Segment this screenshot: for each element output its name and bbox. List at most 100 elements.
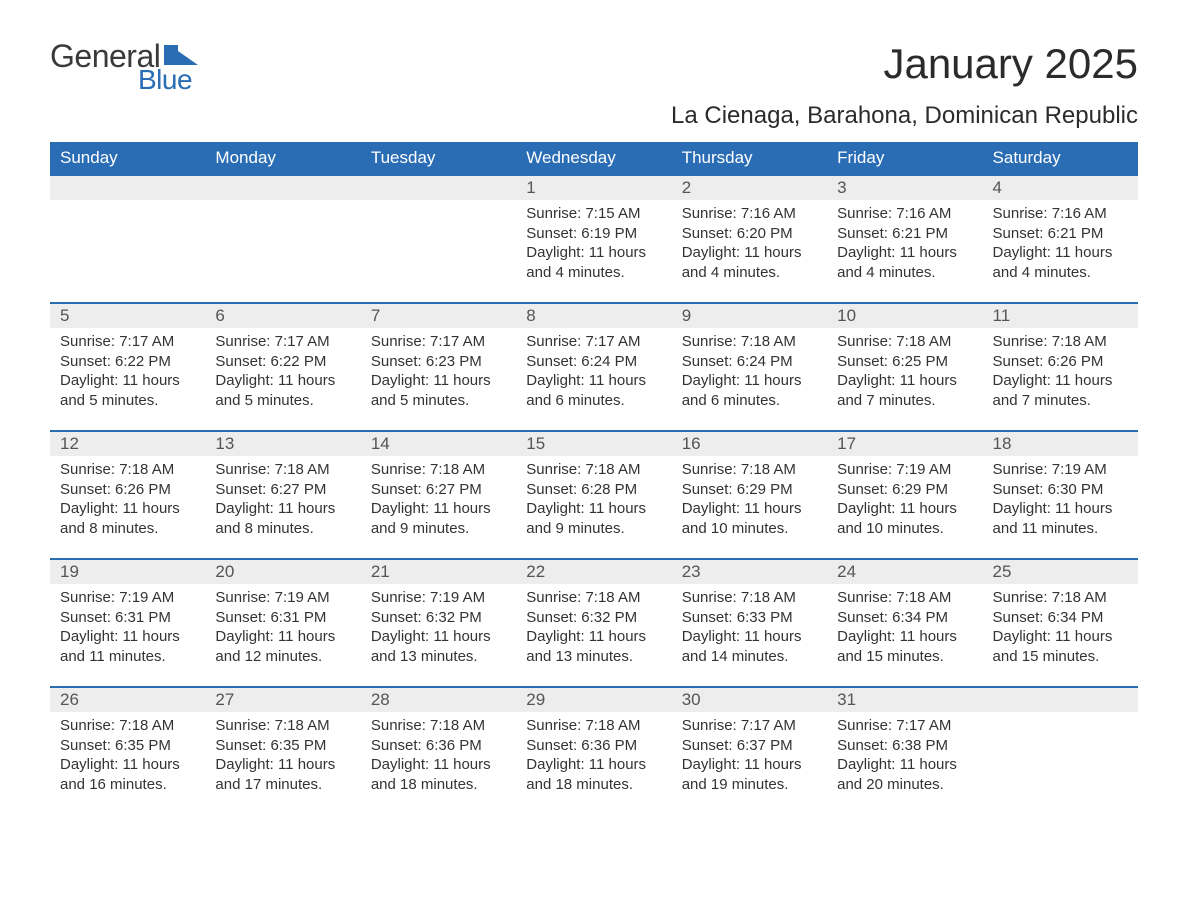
day-number: 16 <box>682 434 701 453</box>
daylight-text: Daylight: 11 hours and 5 minutes. <box>371 371 506 410</box>
day-details: Sunrise: 7:16 AMSunset: 6:21 PMDaylight:… <box>827 200 982 292</box>
calendar-week: 1Sunrise: 7:15 AMSunset: 6:19 PMDaylight… <box>50 174 1138 302</box>
day-num-row: 23 <box>672 558 827 584</box>
day-wrap: 20Sunrise: 7:19 AMSunset: 6:31 PMDayligh… <box>205 558 360 676</box>
calendar-cell: 3Sunrise: 7:16 AMSunset: 6:21 PMDaylight… <box>827 174 982 302</box>
sunset-text: Sunset: 6:36 PM <box>526 736 661 756</box>
day-wrap: 7Sunrise: 7:17 AMSunset: 6:23 PMDaylight… <box>361 302 516 420</box>
calendar-cell: 26Sunrise: 7:18 AMSunset: 6:35 PMDayligh… <box>50 686 205 814</box>
calendar-cell: 8Sunrise: 7:17 AMSunset: 6:24 PMDaylight… <box>516 302 671 430</box>
sunset-text: Sunset: 6:37 PM <box>682 736 817 756</box>
day-number: 13 <box>215 434 234 453</box>
weekday-header: Sunday <box>50 142 205 174</box>
sunrise-text: Sunrise: 7:15 AM <box>526 204 661 224</box>
daylight-text: Daylight: 11 hours and 10 minutes. <box>837 499 972 538</box>
sunrise-text: Sunrise: 7:16 AM <box>837 204 972 224</box>
daylight-text: Daylight: 11 hours and 5 minutes. <box>215 371 350 410</box>
day-details: Sunrise: 7:17 AMSunset: 6:23 PMDaylight:… <box>361 328 516 420</box>
calendar-cell: 4Sunrise: 7:16 AMSunset: 6:21 PMDaylight… <box>983 174 1138 302</box>
day-number: 14 <box>371 434 390 453</box>
day-num-row: 5 <box>50 302 205 328</box>
sunset-text: Sunset: 6:31 PM <box>215 608 350 628</box>
day-number: 4 <box>993 178 1002 197</box>
day-num-row: 8 <box>516 302 671 328</box>
day-wrap <box>983 686 1138 712</box>
sunrise-text: Sunrise: 7:17 AM <box>371 332 506 352</box>
day-details: Sunrise: 7:19 AMSunset: 6:32 PMDaylight:… <box>361 584 516 676</box>
sunrise-text: Sunrise: 7:18 AM <box>526 588 661 608</box>
sunrise-text: Sunrise: 7:18 AM <box>682 588 817 608</box>
sunset-text: Sunset: 6:21 PM <box>993 224 1128 244</box>
calendar-cell: 31Sunrise: 7:17 AMSunset: 6:38 PMDayligh… <box>827 686 982 814</box>
day-wrap: 21 Sunrise: 7:19 AMSunset: 6:32 PMDayligh… <box>361 558 516 676</box>
daylight-text: Daylight: 11 hours and 15 minutes. <box>993 627 1128 666</box>
sunset-text: Sunset: 6:34 PM <box>993 608 1128 628</box>
daylight-text: Daylight: 11 hours and 11 minutes. <box>993 499 1128 538</box>
daylight-text: Daylight: 11 hours and 4 minutes. <box>526 243 661 282</box>
sunrise-text: Sunrise: 7:18 AM <box>371 716 506 736</box>
calendar-cell: 14Sunrise: 7:18 AMSunset: 6:27 PMDayligh… <box>361 430 516 558</box>
day-num-row: 4 <box>983 174 1138 200</box>
daylight-text: Daylight: 11 hours and 20 minutes. <box>837 755 972 794</box>
day-num-row: 22 <box>516 558 671 584</box>
sunset-text: Sunset: 6:31 PM <box>60 608 195 628</box>
calendar-cell: 24Sunrise: 7:18 AMSunset: 6:34 PMDayligh… <box>827 558 982 686</box>
day-details: Sunrise: 7:17 AMSunset: 6:22 PMDaylight:… <box>50 328 205 420</box>
sunrise-text: Sunrise: 7:18 AM <box>837 588 972 608</box>
daylight-text: Daylight: 11 hours and 9 minutes. <box>371 499 506 538</box>
calendar-cell: 30Sunrise: 7:17 AMSunset: 6:37 PMDayligh… <box>672 686 827 814</box>
daylight-text: Daylight: 11 hours and 18 minutes. <box>526 755 661 794</box>
calendar-cell: 17Sunrise: 7:19 AMSunset: 6:29 PMDayligh… <box>827 430 982 558</box>
day-details: Sunrise: 7:19 AMSunset: 6:29 PMDaylight:… <box>827 456 982 548</box>
day-number: 24 <box>837 562 856 581</box>
sunrise-text: Sunrise: 7:18 AM <box>837 332 972 352</box>
daylight-text: Daylight: 11 hours and 13 minutes. <box>371 627 506 666</box>
sunset-text: Sunset: 6:35 PM <box>60 736 195 756</box>
daylight-text: Daylight: 11 hours and 13 minutes. <box>526 627 661 666</box>
weekday-header: Monday <box>205 142 360 174</box>
day-num-row: 6 <box>205 302 360 328</box>
calendar-week: 26Sunrise: 7:18 AMSunset: 6:35 PMDayligh… <box>50 686 1138 814</box>
day-details: Sunrise: 7:18 AMSunset: 6:33 PMDaylight:… <box>672 584 827 676</box>
calendar-cell: 15Sunrise: 7:18 AMSunset: 6:28 PMDayligh… <box>516 430 671 558</box>
day-number: 5 <box>60 306 69 325</box>
day-number: 10 <box>837 306 856 325</box>
daylight-text: Daylight: 11 hours and 18 minutes. <box>371 755 506 794</box>
sunset-text: Sunset: 6:34 PM <box>837 608 972 628</box>
day-wrap <box>50 174 205 200</box>
day-num-row <box>361 174 516 200</box>
day-wrap: 16Sunrise: 7:18 AMSunset: 6:29 PMDayligh… <box>672 430 827 548</box>
sunset-text: Sunset: 6:35 PM <box>215 736 350 756</box>
calendar-week: 5 Sunrise: 7:17 AMSunset: 6:22 PMDaylight… <box>50 302 1138 430</box>
weekday-header: Friday <box>827 142 982 174</box>
day-num-row: 28 <box>361 686 516 712</box>
daylight-text: Daylight: 11 hours and 4 minutes. <box>837 243 972 282</box>
weekday-header: Thursday <box>672 142 827 174</box>
day-num-row <box>50 174 205 200</box>
sunset-text: Sunset: 6:32 PM <box>371 608 506 628</box>
calendar-week: 12Sunrise: 7:18 AMSunset: 6:26 PMDayligh… <box>50 430 1138 558</box>
day-num-row: 12 <box>50 430 205 456</box>
day-number: 21 <box>371 562 390 581</box>
day-number: 15 <box>526 434 545 453</box>
calendar-cell: 10Sunrise: 7:18 AMSunset: 6:25 PMDayligh… <box>827 302 982 430</box>
calendar-cell: 2Sunrise: 7:16 AMSunset: 6:20 PMDaylight… <box>672 174 827 302</box>
day-num-row: 10 <box>827 302 982 328</box>
calendar-week: 19Sunrise: 7:19 AMSunset: 6:31 PMDayligh… <box>50 558 1138 686</box>
day-details: Sunrise: 7:17 AMSunset: 6:38 PMDaylight:… <box>827 712 982 804</box>
calendar-cell: 13Sunrise: 7:18 AMSunset: 6:27 PMDayligh… <box>205 430 360 558</box>
sunset-text: Sunset: 6:24 PM <box>682 352 817 372</box>
sunset-text: Sunset: 6:27 PM <box>371 480 506 500</box>
calendar-cell <box>361 174 516 302</box>
day-wrap: 6Sunrise: 7:17 AMSunset: 6:22 PMDaylight… <box>205 302 360 420</box>
sunset-text: Sunset: 6:30 PM <box>993 480 1128 500</box>
day-num-row: 7 <box>361 302 516 328</box>
day-details: Sunrise: 7:19 AMSunset: 6:30 PMDaylight:… <box>983 456 1138 548</box>
daylight-text: Daylight: 11 hours and 6 minutes. <box>526 371 661 410</box>
day-num-row: 30 <box>672 686 827 712</box>
sunrise-text: Sunrise: 7:19 AM <box>837 460 972 480</box>
sunrise-text: Sunrise: 7:17 AM <box>682 716 817 736</box>
day-wrap: 31Sunrise: 7:17 AMSunset: 6:38 PMDayligh… <box>827 686 982 804</box>
sunrise-text: Sunrise: 7:19 AM <box>993 460 1128 480</box>
calendar-cell: 16Sunrise: 7:18 AMSunset: 6:29 PMDayligh… <box>672 430 827 558</box>
